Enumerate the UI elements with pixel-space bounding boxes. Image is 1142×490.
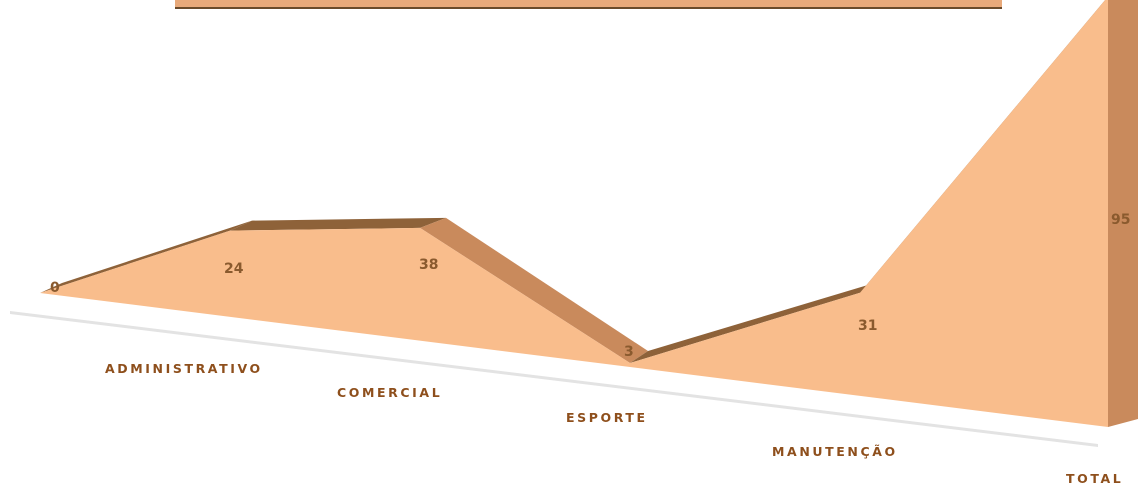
category-label-esporte: ESPORTE (566, 410, 648, 425)
area-depth-segment-4 (630, 280, 882, 363)
area-end-face (1108, 0, 1138, 427)
area-depth-segment-3 (420, 217, 648, 363)
category-label-administrativo: ADMINISTRATIVO (105, 361, 263, 376)
header-band (175, 0, 1002, 7)
category-label-comercial: COMERCIAL (337, 385, 442, 400)
data-label-2: 24 (224, 261, 244, 277)
data-labels: 0 24 38 3 31 95 (50, 212, 1130, 360)
category-label-total: TOTAL (1066, 471, 1123, 486)
area-front-face (40, 0, 1108, 427)
data-label-3: 38 (419, 257, 438, 273)
area-depth-segment-2 (230, 217, 446, 231)
data-label-1: 0 (50, 280, 60, 296)
data-label-5: 31 (858, 318, 877, 334)
data-label-4: 3 (624, 344, 634, 360)
floor-line (10, 311, 1098, 447)
data-label-6: 95 (1111, 212, 1130, 228)
area-series (40, 0, 1138, 427)
category-label-manutencao: MANUTENÇÃO (772, 444, 898, 459)
area-depth-segment-1 (40, 220, 252, 293)
header-band-edge (175, 7, 1002, 9)
